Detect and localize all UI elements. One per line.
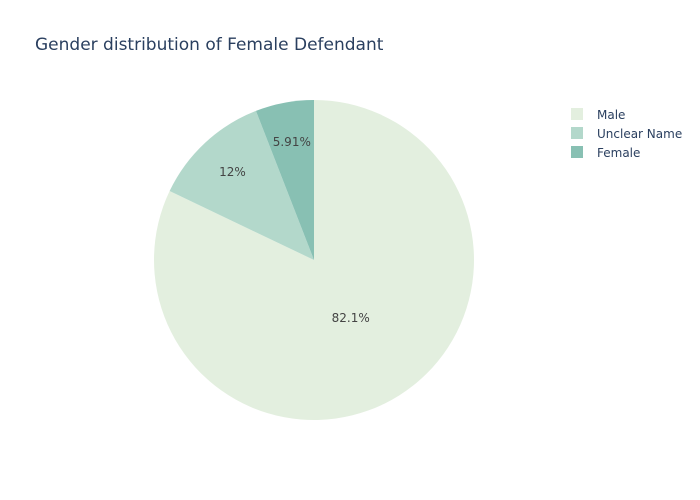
pie-slice-female[interactable] (255, 100, 314, 260)
chart-title: Gender distribution of Female Defendant (35, 35, 384, 55)
pie-slice-labels: 82.1% 12% 5.91% (219, 135, 370, 325)
pie-slice-unclear-name[interactable] (169, 110, 314, 261)
legend-swatch (571, 108, 583, 120)
pie-slices (153, 100, 474, 420)
slice-label-female: 5.91% (273, 135, 311, 149)
slice-label-male: 82.1% (332, 311, 370, 325)
legend-item-female[interactable]: Female (571, 146, 640, 160)
legend-label: Female (597, 146, 640, 160)
slice-label-unclear-name: 12% (219, 165, 246, 179)
legend-swatch (571, 127, 583, 139)
legend-item-male[interactable]: Male (571, 108, 625, 122)
legend-item-unclear-name[interactable]: Unclear Name (571, 127, 682, 141)
legend[interactable]: Male Unclear Name Female (571, 108, 682, 160)
legend-swatch (571, 146, 583, 158)
pie-slice-male[interactable] (153, 100, 474, 420)
legend-label: Unclear Name (597, 127, 682, 141)
legend-label: Male (597, 108, 625, 122)
